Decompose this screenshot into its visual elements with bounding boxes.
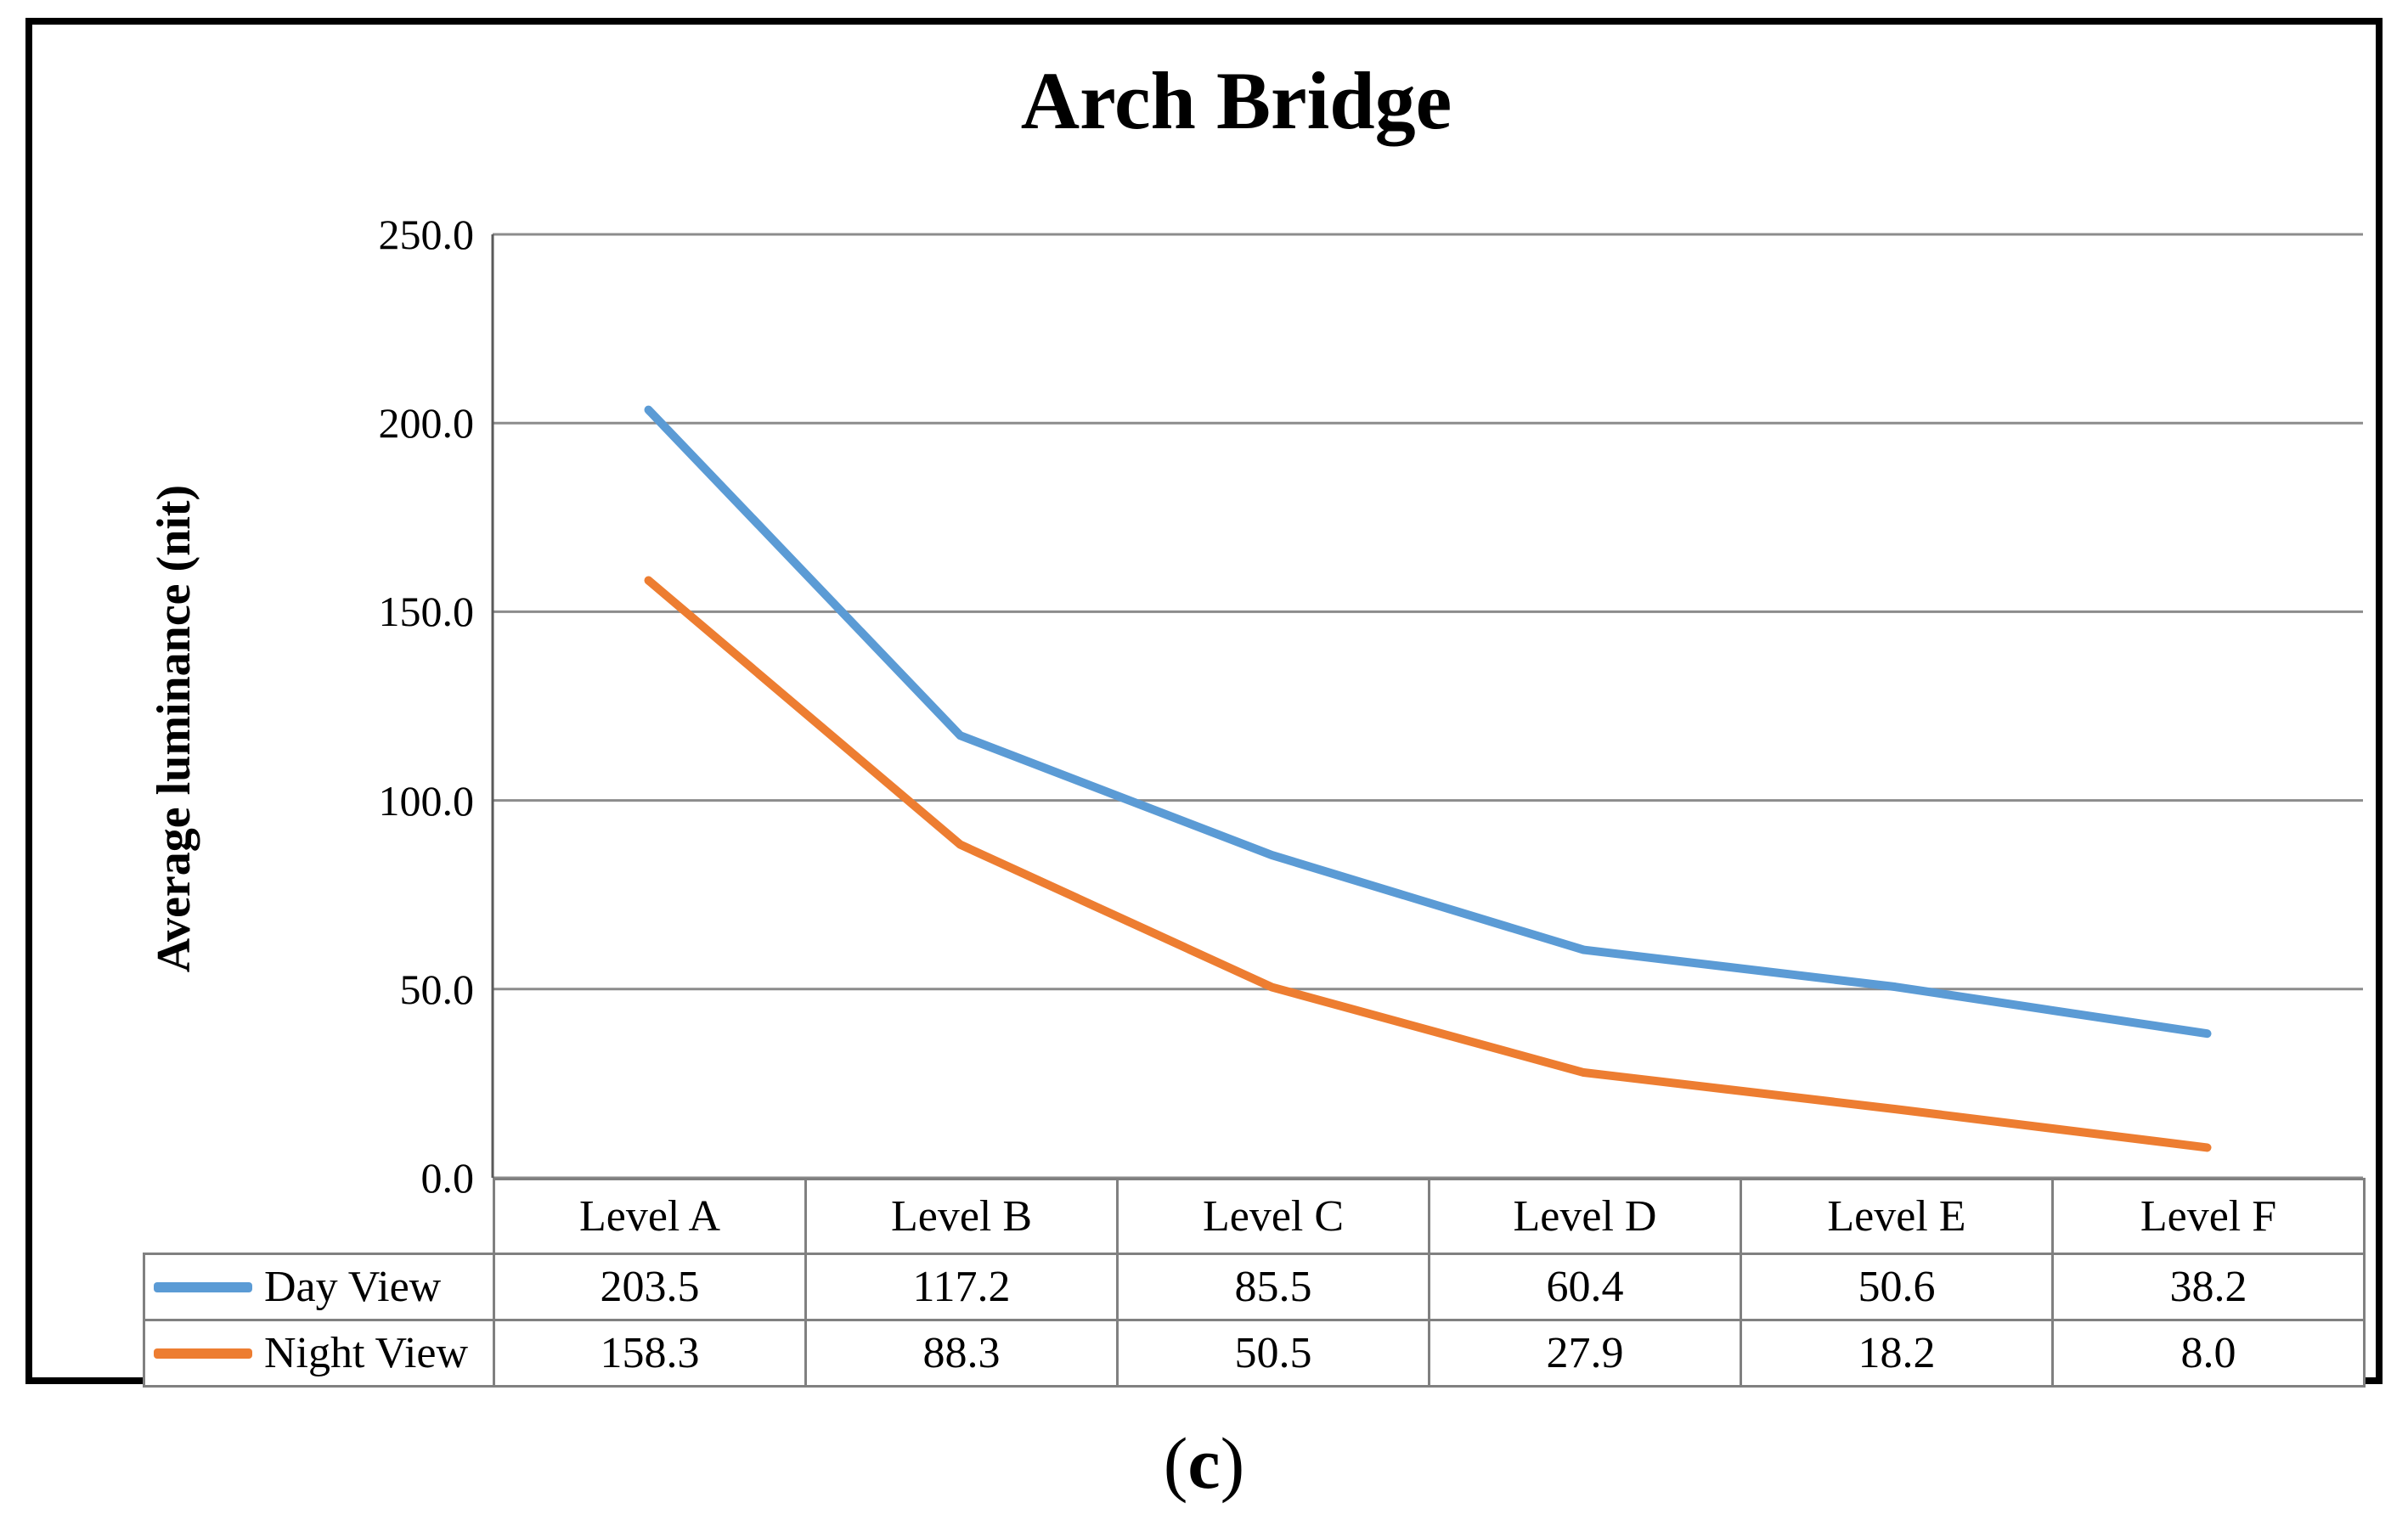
table-cell: 203.5 — [493, 1253, 807, 1321]
y-tick-label: 100.0 — [378, 776, 475, 825]
night-view-line — [644, 576, 2212, 1152]
table-cell: 38.2 — [2051, 1253, 2366, 1321]
gridlines — [493, 233, 2363, 1179]
y-tick-label: 0.0 — [420, 1154, 475, 1202]
figure-frame: Arch Bridge Average luminance (nit) 250.… — [25, 18, 2383, 1388]
table-cell: 60.4 — [1428, 1253, 1742, 1321]
plot-area — [491, 233, 2363, 1179]
caption-close-paren: ) — [1220, 1422, 1245, 1504]
table-row: Day View 203.5 117.2 85.5 60.4 50.6 38.2 — [143, 1253, 2366, 1321]
table-row: Night View 158.3 88.3 50.5 27.9 18.2 8.0 — [143, 1319, 2366, 1388]
figure-caption: (c) — [0, 1416, 2408, 1510]
table-cell: 8.0 — [2051, 1319, 2366, 1388]
chart-title: Arch Bridge — [1020, 55, 1452, 146]
column-header: Level A — [493, 1178, 807, 1255]
series-label: Day View — [264, 1263, 442, 1311]
y-tick-label: 50.0 — [399, 965, 475, 1013]
column-header: Level B — [804, 1178, 1119, 1255]
table-cell: 50.5 — [1116, 1319, 1430, 1388]
table-header-row: Level A Level B Level C Level D Level E … — [144, 1178, 2366, 1255]
table-cell: 117.2 — [804, 1253, 1119, 1321]
y-tick-label: 150.0 — [378, 588, 475, 636]
column-header: Level E — [1740, 1178, 2054, 1255]
column-header: Level C — [1116, 1178, 1430, 1255]
y-tick-label: 200.0 — [378, 399, 475, 448]
table-cell: 27.9 — [1428, 1319, 1742, 1388]
table-cell: 88.3 — [804, 1319, 1119, 1388]
day-view-line — [644, 405, 2212, 1039]
table-cell: 50.6 — [1740, 1253, 2054, 1321]
column-header: Level F — [2051, 1178, 2366, 1255]
night-view-legend-swatch — [154, 1348, 252, 1359]
table-cell: 85.5 — [1116, 1253, 1430, 1321]
y-tick-label: 250.0 — [378, 211, 475, 258]
table-cell: 158.3 — [493, 1319, 807, 1388]
table-corner-cell — [144, 1179, 494, 1254]
table-cell: 18.2 — [1740, 1319, 2054, 1388]
caption-letter: c — [1187, 1422, 1221, 1504]
legend-cell: Night View — [143, 1319, 495, 1388]
day-view-legend-swatch — [154, 1281, 252, 1292]
column-header: Level D — [1428, 1178, 1742, 1255]
series-label: Night View — [264, 1329, 469, 1377]
legend-cell: Day View — [143, 1253, 495, 1321]
caption-open-paren: ( — [1163, 1422, 1188, 1504]
data-table: Level A Level B Level C Level D Level E … — [143, 1178, 2366, 1388]
